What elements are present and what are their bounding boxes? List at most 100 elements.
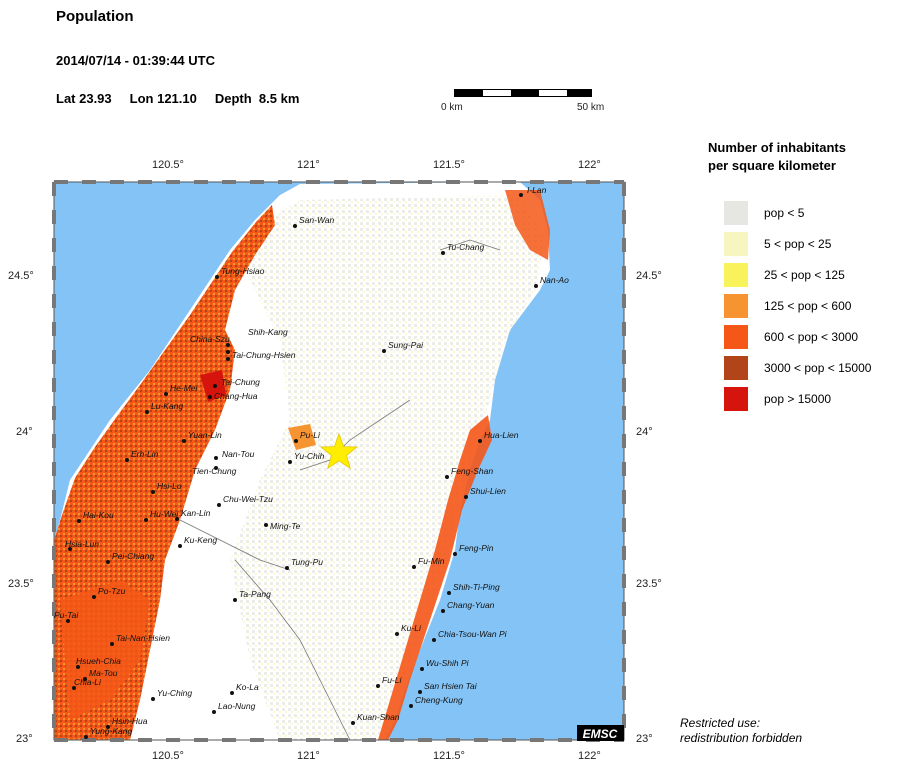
city-marker[interactable]: Tung-Hsiao [215,266,265,279]
lon-tick-bottom-120-5: 120.5° [152,750,184,762]
city-marker[interactable]: Kuan-Shan [351,712,400,725]
city-dot [441,251,445,255]
city-label: Lao-Nung [218,701,256,711]
city-marker[interactable]: Hu-Wei [144,509,179,522]
city-marker[interactable]: Yuan-Lin [182,430,222,443]
city-label: Chang-Hua [214,391,258,401]
event-datetime: 2014/07/14 - 01:39:44 UTC [56,53,215,68]
city-marker[interactable]: Lu-Kang [145,401,183,414]
city-marker[interactable]: Hsueh-Chia [76,656,121,669]
city-label: Po-Tzu [98,586,126,596]
city-label: Ma-Tou [89,668,118,678]
city-label: Hu-Wei [150,509,179,519]
city-marker[interactable]: Chu-Wei-Tzu [217,494,273,507]
lat-tick-left-24-5: 24.5° [8,270,34,282]
city-marker[interactable]: Ku-Li [395,623,422,636]
city-marker[interactable]: Tai-Chung-Hsien [226,350,296,361]
city-label: Hua-Lien [484,430,519,440]
city-label: Hsueh-Chia [76,656,121,666]
city-marker[interactable]: Pei-Chiang [106,551,154,564]
east-coast-belt [378,415,492,740]
city-marker[interactable]: Tu-Chang [441,242,484,255]
city-marker[interactable]: Shih-Ti-Ping [447,582,500,595]
city-label: Hsi-Lo [157,481,182,491]
city-marker[interactable]: Chia-Tsou-Wan Pi [432,629,508,642]
city-marker[interactable]: Yu-Ching [151,688,192,701]
city-dot [68,547,72,551]
city-label: Shih-Ti-Ping [453,582,500,592]
city-marker[interactable]: Pu-Li [294,430,321,443]
city-dot [151,490,155,494]
city-dot [420,667,424,671]
city-marker[interactable]: Tien-Chung [192,466,237,476]
city-marker[interactable]: Fu-Li [376,675,402,688]
city-layer: I-Lan San-Wan Tu-Chang Tung-Hsiao Nan-Ao Chin… [54,185,569,739]
epicenter-star[interactable] [319,432,359,470]
legend-item: 3000 < pop < 15000 [724,355,871,381]
city-marker[interactable]: Hsin-Hua [106,716,148,729]
city-marker[interactable]: Hua-Lien [478,430,519,443]
legend-item: 125 < pop < 600 [724,293,851,319]
city-dot [412,565,416,569]
city-label: Chu-Wei-Tzu [223,494,273,504]
city-marker[interactable]: Ming-Te [264,521,301,531]
city-marker[interactable]: Tai-Chung [213,377,260,388]
city-marker[interactable]: Tai-Nan-Hsien [110,633,170,646]
lat-tick-left-23-5: 23.5° [8,578,34,590]
city-marker[interactable]: Chang-Yuan [441,600,495,613]
city-dot [447,591,451,595]
city-marker[interactable]: Lao-Nung [212,701,256,714]
city-marker[interactable]: Feng-Shan [445,466,493,479]
city-marker[interactable]: Erh-Lin [125,449,159,462]
yilan-plain [505,190,550,260]
city-label: Fu-Min [418,556,445,566]
legend-label: 3000 < pop < 15000 [764,361,872,375]
city-marker[interactable]: Po-Tzu [92,586,126,599]
city-marker[interactable]: Pu-Tai [54,610,79,623]
city-marker[interactable]: Ta-Pang [233,589,271,602]
city-marker[interactable]: Tung-Pu [285,557,323,570]
city-marker[interactable]: Hsia-Lun [65,539,99,551]
city-label: Tung-Pu [291,557,323,567]
city-marker[interactable]: San Hsien Tai [418,681,478,694]
city-label: Lu-Kang [151,401,183,411]
city-marker[interactable]: Yung-Kang [84,726,132,739]
city-marker[interactable]: San-Wan [293,215,335,228]
city-dot [178,544,182,548]
city-marker[interactable]: Nan-Tou [214,449,255,460]
city-label: Kuan-Shan [357,712,400,722]
city-dot [92,595,96,599]
city-label: China-Szu [190,334,230,344]
usage-notice-line2: redistribution forbidden [680,731,803,745]
city-marker[interactable]: China-Szu [190,334,230,354]
city-marker[interactable]: Ku-Keng [178,535,217,548]
city-dot [214,456,218,460]
city-label: Pu-Tai [54,610,79,620]
city-marker[interactable]: Sung-Pai [382,340,424,353]
city-marker[interactable]: Shih-Kang [226,327,288,347]
city-dot [208,395,212,399]
city-marker[interactable]: Wu-Shih Pi [420,658,470,671]
city-marker[interactable]: Chang-Hua [208,391,258,401]
city-dot [76,665,80,669]
city-marker[interactable]: Feng-Pin [453,543,494,556]
lon-tick-top-122: 122° [578,159,601,171]
city-marker[interactable]: Shui-Lien [464,486,506,499]
city-label: San Hsien Tai [424,681,478,691]
legend-label: 5 < pop < 25 [764,237,832,251]
city-marker[interactable]: Yu-Chih [288,451,325,464]
city-marker[interactable]: Ko-La [230,682,259,695]
city-marker[interactable]: Nan-Ao [534,275,569,288]
city-marker[interactable]: Chia-Li [72,677,102,690]
city-marker[interactable]: Hsi-Lo [151,481,182,494]
city-marker[interactable]: Ma-Tou [83,668,118,681]
city-label: Erh-Lin [131,449,159,459]
city-dot [83,677,87,681]
city-marker[interactable]: Hai-Kou [77,510,114,523]
city-marker[interactable]: I-Lan [519,185,547,197]
city-marker[interactable]: Fu-Min [412,556,445,569]
city-marker[interactable]: Kan-Lin [175,508,211,521]
city-marker[interactable]: Cheng-Kung [409,695,463,708]
city-marker[interactable]: He-Mei [164,383,199,396]
